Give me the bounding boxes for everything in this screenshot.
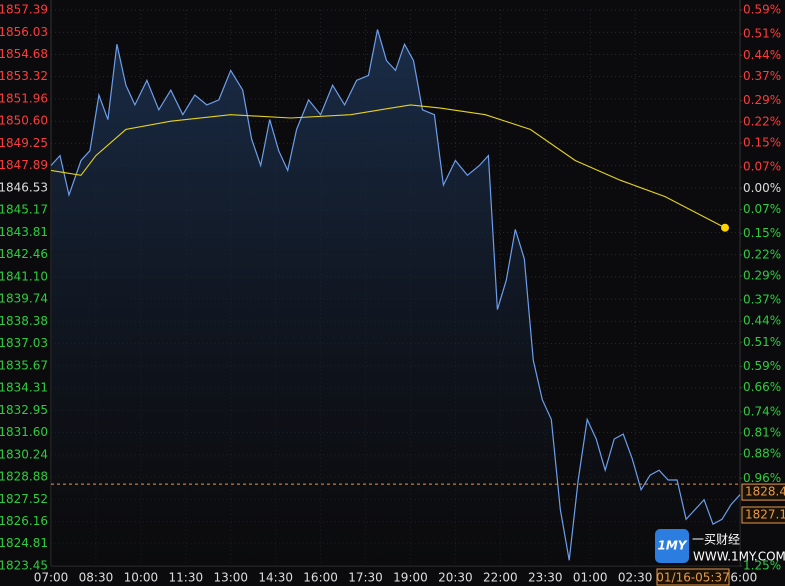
x-tick-label: 16:00 bbox=[303, 571, 338, 585]
x-tick-label: 02:30 bbox=[618, 571, 653, 585]
average-end-dot bbox=[721, 223, 730, 232]
x-tick-label: 19:00 bbox=[393, 571, 428, 585]
watermark: 1MY 一买财经 WWW.1MY.COM bbox=[655, 529, 785, 564]
y2-tick-label: 0.15% bbox=[743, 226, 781, 240]
y-tick-label: 1835.67 bbox=[0, 358, 48, 372]
y2-tick-label: 0.66% bbox=[743, 380, 781, 394]
x-tick-label: 23:30 bbox=[528, 571, 563, 585]
y2-tick-label: 0.29% bbox=[743, 268, 781, 282]
y2-tick-label: 0.37% bbox=[743, 293, 781, 307]
current-price-box bbox=[741, 483, 785, 501]
watermark-badge-text: 1MY bbox=[658, 539, 688, 553]
y-tick-label: 1826.16 bbox=[0, 514, 48, 528]
y2-tick-label: 0.15% bbox=[743, 135, 781, 149]
y2-tick-label: 0.88% bbox=[743, 447, 781, 461]
current-price-label: 1828.45 bbox=[745, 485, 785, 499]
y-tick-label: 1846.53 bbox=[0, 180, 48, 194]
x-tick-label: 01:00 bbox=[573, 571, 608, 585]
y2-tick-label: 0.00% bbox=[743, 181, 781, 195]
x-tick-label: 13:00 bbox=[213, 571, 248, 585]
y-tick-label: 1823.45 bbox=[0, 559, 48, 573]
x-tick-label: 17:30 bbox=[348, 571, 383, 585]
watermark-name: 一买财经 bbox=[692, 533, 740, 547]
x-tick-label: 06:00 bbox=[723, 571, 758, 585]
watermark-url: WWW.1MY.COM bbox=[693, 550, 785, 564]
cursor-time-box bbox=[656, 568, 730, 586]
y-tick-label: 1832.95 bbox=[0, 403, 48, 417]
y2-tick-label: 0.51% bbox=[743, 335, 781, 349]
y-tick-label: 1830.24 bbox=[0, 447, 48, 461]
watermark-badge bbox=[655, 529, 689, 563]
y-tick-label: 1847.89 bbox=[0, 158, 48, 172]
x-tick-label: 14:30 bbox=[258, 571, 293, 585]
y2-tick-label: 0.59% bbox=[743, 3, 781, 17]
x-tick-label: 20:30 bbox=[438, 571, 473, 585]
y2-tick-label: 0.07% bbox=[743, 160, 781, 174]
y2-tick-label: 0.44% bbox=[743, 314, 781, 328]
cursor-price-box bbox=[741, 506, 785, 524]
y2-tick-label: 0.29% bbox=[743, 93, 781, 107]
x-tick-label: 11:30 bbox=[169, 571, 204, 585]
average-line bbox=[50, 104, 726, 229]
y2-tick-label: 0.22% bbox=[743, 114, 781, 128]
price-area bbox=[51, 29, 740, 566]
y2-tick-label: 0.22% bbox=[743, 247, 781, 261]
y-tick-label: 1845.17 bbox=[0, 203, 48, 217]
cursor-price-label: 1827.1 bbox=[745, 508, 785, 522]
y-tick-label: 1824.81 bbox=[0, 536, 48, 550]
price-line bbox=[50, 29, 741, 561]
y2-tick-label: 0.81% bbox=[743, 426, 781, 440]
y-tick-label: 1857.39 bbox=[0, 3, 48, 17]
y2-tick-label: 0.44% bbox=[743, 48, 781, 62]
cursor-time-label: 01/16-05:37 bbox=[656, 571, 730, 585]
y-tick-label: 1839.74 bbox=[0, 292, 48, 306]
y-tick-label: 1850.60 bbox=[0, 114, 48, 128]
y2-tick-label: 0.96% bbox=[743, 471, 781, 485]
y2-tick-label: 0.59% bbox=[743, 359, 781, 373]
y-tick-label: 1827.52 bbox=[0, 492, 48, 506]
y2-tick-label: 0.51% bbox=[743, 27, 781, 41]
y-tick-label: 1854.68 bbox=[0, 47, 48, 61]
y-tick-label: 1834.31 bbox=[0, 381, 48, 395]
y-tick-label: 1856.03 bbox=[0, 25, 48, 39]
x-tick-label: 08:30 bbox=[79, 571, 114, 585]
y-tick-label: 1838.38 bbox=[0, 314, 48, 328]
x-tick-label: 22:00 bbox=[483, 571, 518, 585]
y-tick-label: 1828.88 bbox=[0, 470, 48, 484]
y-tick-label: 1841.10 bbox=[0, 269, 48, 283]
y-tick-label: 1831.60 bbox=[0, 425, 48, 439]
y-tick-label: 1851.96 bbox=[0, 91, 48, 105]
y-tick-label: 1842.46 bbox=[0, 247, 48, 261]
y2-tick-label: 0.74% bbox=[743, 404, 781, 418]
y-tick-label: 1843.81 bbox=[0, 225, 48, 239]
y-tick-label: 1853.32 bbox=[0, 69, 48, 83]
y-tick-label: 1837.03 bbox=[0, 336, 48, 350]
y-tick-label: 1849.25 bbox=[0, 136, 48, 150]
x-tick-label: 10:00 bbox=[124, 571, 159, 585]
y2-tick-label: 0.07% bbox=[743, 202, 781, 216]
x-tick-label: 07:00 bbox=[34, 571, 69, 585]
y2-tick-label: 1.25% bbox=[743, 559, 781, 573]
y2-tick-label: 0.37% bbox=[743, 69, 781, 83]
